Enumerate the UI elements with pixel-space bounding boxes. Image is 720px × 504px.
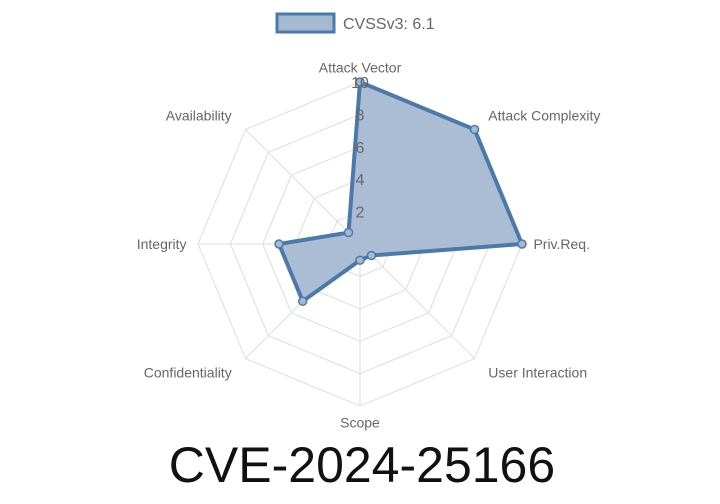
axis-label: Scope [340,414,380,430]
data-point [366,250,377,261]
axis-labels: Attack Vector Attack Complexity Priv.Req. U… [137,60,601,431]
data-point [469,124,480,135]
data-point [355,255,365,265]
data-point [355,77,365,87]
axis-label: Integrity [137,236,187,252]
axis-label: User Interaction [488,364,587,380]
chart-title: CVE-2024-25166 [169,437,555,493]
axis-label: Priv.Req. [533,236,590,252]
legend-label: CVSSv3: 6.1 [343,16,435,33]
axis-label: Attack Complexity [488,108,600,124]
radial-tick-labels: 2 4 6 8 10 [351,75,369,222]
radar-series [274,77,527,307]
axis-label: Confidentiality [144,364,232,380]
axis-label: Attack Vector [319,60,402,76]
grid-spoke [245,129,361,245]
grid-spoke [359,243,475,359]
legend[interactable]: CVSSv3: 6.1 [275,12,435,34]
tick-label: 4 [356,172,365,189]
axis-label: Availability [166,108,232,124]
tick-label: 8 [356,107,365,124]
data-point [517,239,527,249]
data-point [297,296,308,307]
series-area [277,80,524,304]
data-point [274,239,284,249]
tick-label: 6 [356,140,365,157]
tick-label: 2 [356,205,365,222]
data-point [343,227,354,238]
tick-label: 10 [351,75,369,92]
legend-swatch [275,12,336,34]
